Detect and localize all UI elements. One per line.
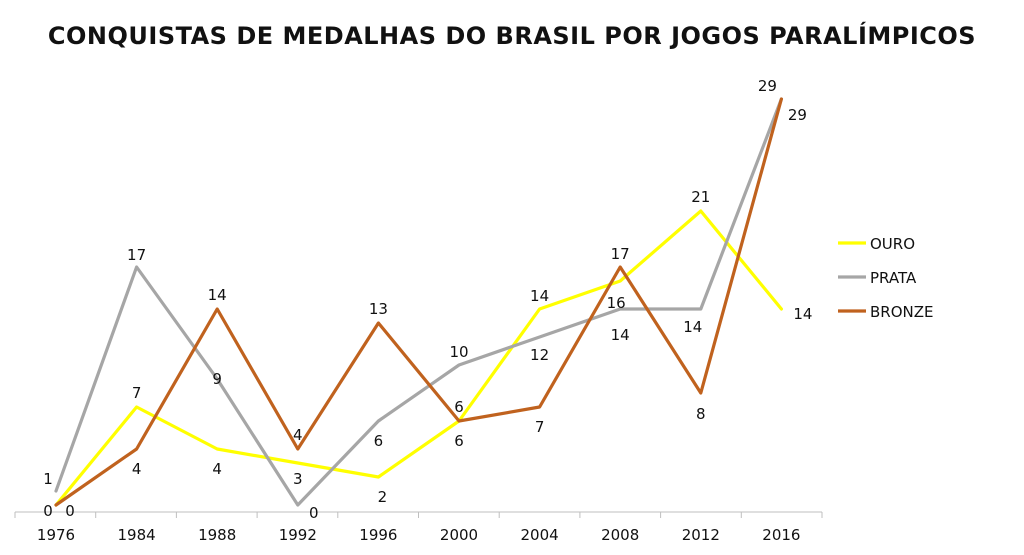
data-label-ouro: 6 [454, 398, 464, 416]
data-label-ouro: 3 [293, 470, 303, 488]
data-label-bronze: 14 [208, 286, 227, 304]
data-label-prata: 9 [212, 370, 222, 388]
x-tick-label: 1984 [118, 526, 156, 544]
data-label-bronze: 8 [696, 405, 706, 423]
data-label-prata: 1 [43, 470, 53, 488]
data-label-ouro: 21 [691, 188, 710, 206]
data-label-ouro: 14 [793, 305, 812, 323]
data-label-prata: 10 [449, 343, 468, 361]
x-tick-label: 2012 [682, 526, 720, 544]
x-tick-label: 2016 [762, 526, 800, 544]
data-label-bronze: 7 [535, 418, 545, 436]
legend: OURO PRATA BRONZE [838, 235, 934, 321]
x-tick-label: 1988 [198, 526, 236, 544]
data-label-bronze: 17 [611, 245, 630, 263]
legend-label-prata: PRATA [870, 269, 917, 287]
data-label-bronze: 4 [132, 460, 142, 478]
series-line-ouro [54, 209, 784, 507]
x-axis: 1976 1984 1988 1992 1996 2000 2004 2008 2012 2016 [14, 511, 823, 544]
data-label-ouro: 0 [43, 502, 53, 520]
data-label-prata: 12 [530, 346, 549, 364]
series-line-prata [54, 97, 784, 507]
legend-label-ouro: OURO [870, 235, 915, 253]
data-label-prata: 17 [127, 246, 146, 264]
data-label-bronze: 4 [293, 426, 303, 444]
data-label-prata: 0 [309, 504, 319, 522]
data-label-prata: 6 [374, 432, 384, 450]
x-tick-label: 2004 [521, 526, 559, 544]
data-label-bronze: 0 [65, 502, 75, 520]
data-label-prata: 14 [611, 326, 630, 344]
data-label-ouro: 14 [530, 287, 549, 305]
data-label-ouro: 16 [607, 294, 626, 312]
data-label-ouro: 7 [132, 384, 142, 402]
data-label-prata: 14 [683, 318, 702, 336]
chart-title: CONQUISTAS DE MEDALHAS DO BRASIL POR JOG… [47, 22, 977, 50]
data-label-bronze: 6 [454, 432, 464, 450]
x-tick-label: 1992 [279, 526, 317, 544]
x-tick-label: 1996 [359, 526, 397, 544]
data-label-ouro: 2 [378, 488, 388, 506]
data-label-ouro: 4 [212, 460, 222, 478]
series-line-bronze [54, 97, 784, 507]
data-label-bronze: 29 [788, 106, 807, 124]
legend-label-bronze: BRONZE [870, 303, 934, 321]
data-label-prata: 29 [758, 77, 777, 95]
series-lines [54, 97, 784, 507]
x-tick-label: 2000 [440, 526, 478, 544]
data-label-bronze: 13 [369, 300, 388, 318]
data-labels: 0 7 4 3 2 6 14 16 21 14 1 17 9 0 6 10 12 14 14 29 0 4 14 4 13 6 7 1… [43, 77, 812, 522]
x-tick-label: 2008 [601, 526, 639, 544]
x-tick-label: 1976 [37, 526, 75, 544]
